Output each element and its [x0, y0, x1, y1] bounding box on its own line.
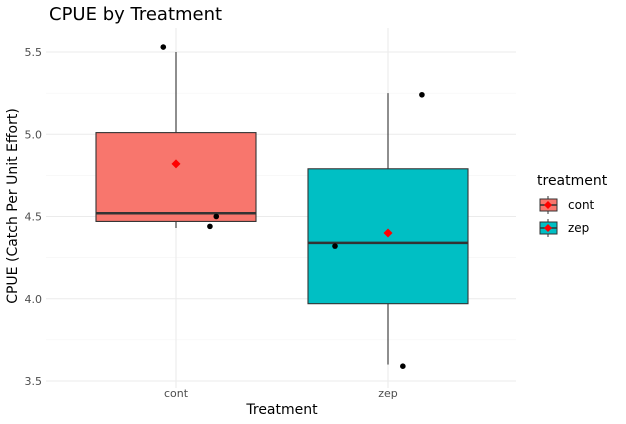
y-tick-label: 5.0 [25, 128, 43, 141]
legend-label: zep [568, 221, 589, 235]
legend-label: cont [568, 198, 595, 212]
data-point [213, 213, 220, 220]
data-point [419, 91, 425, 98]
y-axis-ticks: 3.5 4.0 4.5 5.0 5.5 [25, 46, 43, 388]
box-cont [95, 52, 257, 229]
box-series [95, 52, 469, 365]
chart-title: CPUE by Treatment [49, 4, 222, 25]
x-axis-title: Treatment [245, 402, 318, 418]
y-tick-label: 4.5 [25, 211, 43, 224]
legend-title: treatment [537, 173, 608, 189]
x-axis-ticks: cont zep [164, 387, 398, 400]
legend-key-mean [544, 201, 552, 209]
data-point [400, 363, 406, 369]
legend-key-zep: zep [539, 219, 589, 237]
mean-marker [171, 159, 181, 169]
y-tick-label: 4.0 [25, 293, 43, 306]
y-tick-label: 3.5 [25, 375, 43, 388]
legend-key-cont: cont [539, 196, 595, 214]
y-tick-label: 5.5 [25, 46, 43, 59]
box-zep [307, 93, 469, 365]
data-point [332, 243, 338, 249]
x-tick-label: zep [378, 387, 398, 400]
data-points [160, 44, 425, 369]
legend-key-mean [544, 224, 552, 232]
x-tick-label: cont [164, 387, 189, 400]
data-point [207, 223, 213, 230]
box-body [95, 132, 257, 222]
mean-marker [383, 228, 393, 238]
data-point [160, 44, 167, 50]
legend: cont zep [539, 196, 595, 237]
y-axis-title: CPUE (Catch Per Unit Effort) [5, 108, 21, 304]
